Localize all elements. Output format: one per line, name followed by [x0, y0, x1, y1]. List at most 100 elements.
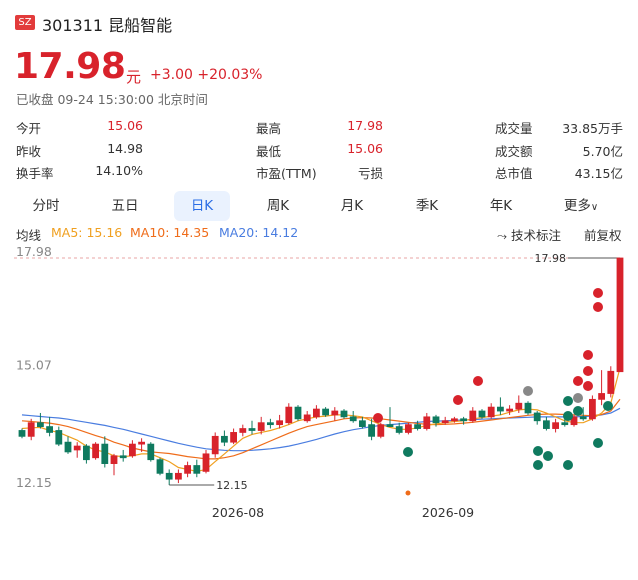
- candle-body: [220, 435, 228, 443]
- tab-label: 分时: [32, 198, 60, 214]
- candle-body: [174, 472, 182, 480]
- price-change: +3.00 +20.03%: [150, 67, 263, 83]
- candle-body: [92, 443, 99, 459]
- y-tick-label: 15.07: [16, 357, 52, 372]
- annotation-marker: [405, 490, 411, 496]
- stat-value: 亏损: [357, 166, 383, 181]
- stat-label: 换手率: [16, 166, 54, 181]
- candle-body: [230, 432, 238, 443]
- candle-body: [349, 416, 357, 422]
- annotation-marker: [583, 350, 593, 360]
- candle-body: [156, 459, 164, 474]
- candle-body: [395, 426, 403, 433]
- ma10-value: MA10: 14.35: [130, 225, 210, 240]
- annotation-marker: [563, 411, 573, 421]
- annotation-marker: [603, 401, 613, 411]
- candle-body: [404, 424, 412, 433]
- candle-body: [607, 370, 615, 394]
- candle-body: [441, 420, 449, 424]
- candle-body: [543, 420, 550, 429]
- max-price-label: 17.98: [535, 252, 567, 265]
- candle-body: [46, 426, 53, 433]
- candle-body: [414, 424, 422, 429]
- market-status: 已收盘 09-24 15:30:00 北京时间: [16, 92, 208, 107]
- annotation-marker: [403, 447, 413, 457]
- candle-body: [276, 420, 284, 426]
- candle-body: [377, 424, 385, 437]
- stat-label: 总市值: [495, 166, 533, 181]
- tab-label: 季K: [415, 198, 439, 214]
- candle-body: [589, 398, 596, 420]
- tab-minute[interactable]: 分时: [16, 191, 76, 221]
- candle-body: [119, 455, 127, 459]
- candle-body: [598, 393, 605, 400]
- stat-value: 14.10%: [95, 163, 143, 178]
- ma10-line: [21, 398, 621, 460]
- annotation-marker: [453, 395, 463, 405]
- stat-value: 43.15亿: [574, 166, 623, 181]
- stat-value: 15.06: [347, 141, 383, 156]
- tech-annotation-label: 技术标注: [511, 228, 562, 243]
- candle-body: [579, 416, 587, 420]
- candle-body: [496, 406, 504, 412]
- candle-body: [27, 422, 35, 437]
- tab-weekly-k[interactable]: 周K: [248, 191, 308, 221]
- stat-label: 最高: [256, 121, 282, 136]
- candle-body: [561, 422, 569, 426]
- candle-body: [266, 422, 274, 426]
- annotation-marker: [583, 366, 593, 376]
- candle-body: [239, 428, 247, 433]
- annotation-marker: [563, 460, 573, 470]
- tab-5day[interactable]: 五日: [94, 191, 156, 221]
- annotation-marker: [583, 381, 593, 391]
- ma20-line: [21, 407, 621, 452]
- candle-body: [487, 406, 495, 418]
- annotation-marker: [563, 396, 573, 406]
- candle-body: [432, 416, 440, 424]
- y-tick-label: 17.98: [16, 245, 52, 259]
- min-price-label: 12.15: [216, 479, 248, 492]
- candle-body: [340, 410, 348, 418]
- candle-body: [147, 443, 155, 461]
- kline-chart[interactable]: 17.98 17.98 15.07 12.15 12.15 2026-08 2026-09: [0, 245, 638, 530]
- candle-body: [165, 472, 173, 480]
- candle-body: [184, 465, 192, 474]
- tab-more[interactable]: 更多 ∨: [551, 191, 611, 221]
- candle-body: [248, 428, 256, 431]
- price-unit: 元: [126, 68, 142, 86]
- candle-body: [55, 430, 63, 445]
- annotation-marker: [373, 413, 383, 423]
- tab-monthly-k[interactable]: 月K: [322, 191, 382, 221]
- tab-quarterly-k[interactable]: 季K: [398, 191, 456, 221]
- stat-label: 成交额: [495, 144, 533, 159]
- stat-value: 15.06: [107, 118, 143, 133]
- ma20-value: MA20: 14.12: [219, 225, 299, 240]
- candle-body: [478, 410, 486, 418]
- tab-label: 周K: [266, 198, 290, 214]
- stat-value: 33.85万手: [562, 121, 623, 136]
- candle-body: [110, 455, 118, 464]
- ma-label: 均线: [16, 228, 42, 243]
- tech-annotation-toggle[interactable]: ⤳ 技术标注: [497, 225, 561, 244]
- tab-yearly-k[interactable]: 年K: [472, 191, 530, 221]
- adjust-button[interactable]: 前复权: [584, 228, 622, 243]
- exchange-badge: SZ: [15, 15, 35, 30]
- candle-body: [202, 453, 210, 472]
- candle-body: [18, 430, 26, 437]
- candle-body: [469, 410, 477, 422]
- candle-body: [312, 408, 320, 418]
- candle-body: [570, 416, 578, 426]
- ma5-value: MA5: 15.16: [51, 225, 123, 240]
- stat-label: 成交量: [495, 121, 533, 136]
- candle-body: [64, 441, 72, 453]
- stat-label: 市盈(TTM): [256, 166, 317, 181]
- tab-daily-k[interactable]: 日K: [174, 191, 230, 221]
- candle-body: [331, 410, 339, 416]
- stat-label: 今开: [16, 121, 42, 136]
- tab-label: 年K: [489, 198, 513, 214]
- annotation-marker: [593, 302, 603, 312]
- candle-body: [322, 408, 330, 416]
- x-tick-label: 2026-09: [422, 505, 474, 520]
- annotation-marker: [593, 288, 603, 298]
- tab-label: 五日: [111, 198, 139, 214]
